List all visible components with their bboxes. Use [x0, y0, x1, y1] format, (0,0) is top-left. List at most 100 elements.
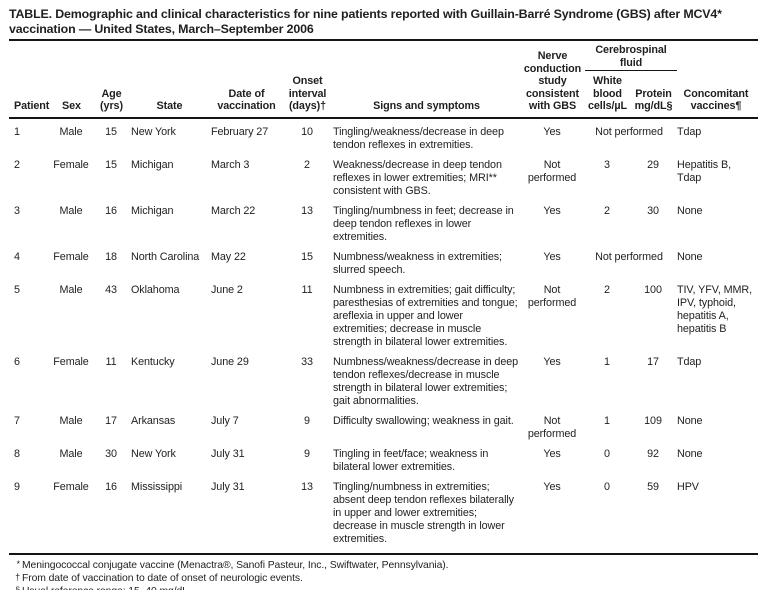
cell-nerve: Yes	[543, 355, 561, 368]
cell-nerve: Yes	[543, 204, 561, 217]
table-title: TABLE. Demographic and clinical characte…	[9, 7, 722, 36]
cell-patient: 8	[14, 447, 20, 460]
table-body: 1 Male 15 New York February 27 10 Tingli…	[9, 118, 758, 555]
col-group-cerebrospinal-fluid: Cerebrospinal fluid	[585, 40, 677, 71]
col-header-onset-interval: Onset interval (days)†	[285, 40, 333, 119]
col-header-date-of-vaccination: Date of vaccination	[211, 40, 285, 119]
cell-state: Oklahoma	[131, 283, 180, 296]
table-row: 1 Male 15 New York February 27 10 Tingli…	[9, 118, 758, 152]
cell-onset: 9	[304, 447, 310, 460]
cell-nerve: Not performed	[527, 414, 577, 440]
footnote: * Meningococcal conjugate vaccine (Menact…	[9, 559, 758, 572]
footnotes: * Meningococcal conjugate vaccine (Menact…	[9, 555, 758, 590]
cell-sex: Male	[59, 447, 83, 460]
table-row: 4 Female 18 North Carolina May 22 15 Num…	[9, 244, 758, 277]
cell-onset: 15	[301, 250, 313, 263]
cell-onset: 11	[301, 283, 313, 296]
cell-protein: 100	[644, 283, 662, 296]
cell-nerve: Yes	[543, 447, 561, 460]
cell-date: March 3	[211, 158, 250, 171]
cell-wbc: 1	[604, 414, 610, 427]
cell-sex: Male	[59, 414, 83, 427]
cell-wbc: 0	[585, 473, 633, 555]
cell-nerve: Yes	[543, 125, 561, 138]
cell-concomitant: None	[677, 250, 703, 263]
cell-sex: Female	[51, 473, 95, 555]
cell-onset: 13	[301, 204, 313, 217]
cell-age: 16	[95, 473, 131, 555]
cell-concomitant: None	[677, 414, 703, 427]
cell-signs: Weakness/decrease in deep tendon reflexe…	[333, 158, 502, 197]
cell-sex: Female	[53, 250, 89, 263]
col-header-protein: Protein mg/dL§	[633, 70, 677, 119]
cell-state: Kentucky	[131, 355, 175, 368]
cell-patient: 6	[14, 355, 20, 368]
cell-wbc: 0	[604, 447, 610, 460]
col-header-sex: Sex	[51, 40, 95, 119]
cell-nerve: Yes	[523, 473, 585, 555]
footnote-marker: †	[15, 571, 20, 582]
table-row: 6 Female 11 Kentucky June 29 33 Numbness…	[9, 349, 758, 408]
cell-date: July 31	[211, 447, 245, 460]
cell-nerve: Not performed	[527, 158, 577, 184]
cell-concomitant: None	[677, 204, 703, 217]
cell-concomitant: Hepatitis B, Tdap	[677, 158, 732, 184]
cell-age: 15	[105, 158, 117, 171]
cell-state: Arkansas	[131, 414, 176, 427]
cell-date: July 7	[211, 414, 239, 427]
footnote-marker: *	[16, 558, 20, 569]
cell-signs: Numbness/weakness in extremities; slurre…	[333, 250, 502, 276]
col-header-patient: Patient	[9, 40, 51, 119]
cell-csf-combined: Not performed	[595, 125, 663, 138]
cell-onset: 33	[301, 355, 313, 368]
table-header: Patient Sex Age (yrs) State Date of vacc…	[9, 40, 758, 119]
cell-wbc: 1	[604, 355, 610, 368]
cell-protein: 109	[644, 414, 662, 427]
table-row: 3 Male 16 Michigan March 22 13 Tingling/…	[9, 198, 758, 244]
cell-wbc: 2	[604, 204, 610, 217]
cell-age: 15	[105, 125, 117, 138]
cell-state: Michigan	[131, 158, 174, 171]
cell-patient: 9	[9, 473, 51, 555]
cell-protein: 30	[647, 204, 659, 217]
cell-protein: 29	[647, 158, 659, 171]
col-header-age: Age (yrs)	[95, 40, 131, 119]
cell-onset: 2	[304, 158, 310, 171]
header-row-sub: White blood cells/µL Protein mg/dL§	[9, 70, 758, 119]
cell-patient: 7	[14, 414, 20, 427]
cell-age: 17	[105, 414, 117, 427]
cell-concomitant: Tdap	[677, 355, 702, 368]
table-row: 2 Female 15 Michigan March 3 2 Weakness/…	[9, 152, 758, 198]
cell-state: New York	[131, 125, 176, 138]
cell-protein: 92	[647, 447, 659, 460]
cell-date: June 2	[211, 283, 243, 296]
cell-nerve: Not performed	[527, 283, 577, 309]
col-header-state: State	[131, 40, 211, 119]
footnote-text: From date of vaccination to date of onse…	[22, 572, 303, 584]
cell-age: 16	[105, 204, 117, 217]
cell-date: July 31	[211, 473, 285, 555]
cell-concomitant: HPV	[677, 473, 758, 555]
cell-signs: Tingling/weakness/decrease in deep tendo…	[333, 125, 504, 151]
cell-wbc: 2	[604, 283, 610, 296]
cell-patient: 3	[14, 204, 20, 217]
cell-state: North Carolina	[131, 250, 200, 263]
cell-patient: 5	[14, 283, 20, 296]
cell-concomitant: TIV, YFV, MMR, IPV, typhoid, hepatitis A…	[677, 283, 753, 335]
footnote-marker: §	[15, 584, 20, 590]
table-row: 8 Male 30 New York July 31 9 Tingling in…	[9, 441, 758, 474]
cell-signs: Tingling/numbness in extremities; absent…	[333, 473, 523, 555]
cell-state: New York	[131, 447, 176, 460]
cell-protein: 17	[647, 355, 659, 368]
cell-state: Mississippi	[131, 473, 211, 555]
cell-sex: Female	[53, 158, 89, 171]
cell-wbc: 3	[604, 158, 610, 171]
col-header-nerve-conduction: Nerve conduction study consistent with G…	[523, 40, 585, 119]
cell-sex: Male	[59, 283, 83, 296]
cell-signs: Tingling/numbness in feet; decrease in d…	[333, 204, 514, 243]
cell-patient: 2	[14, 158, 20, 171]
cell-age: 43	[105, 283, 117, 296]
cell-concomitant: None	[677, 447, 703, 460]
cell-concomitant: Tdap	[677, 125, 702, 138]
gbs-table: Patient Sex Age (yrs) State Date of vacc…	[9, 39, 758, 555]
